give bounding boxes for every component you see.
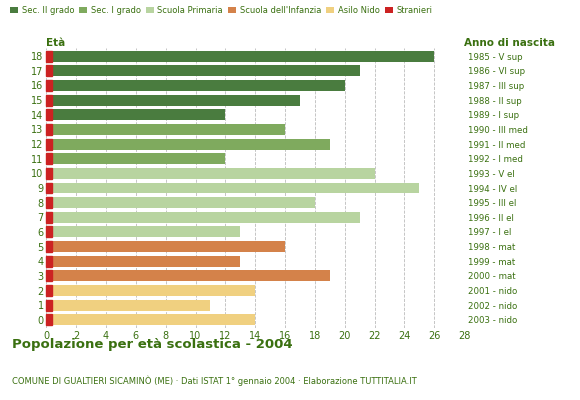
Bar bbox=[46, 168, 52, 179]
Bar bbox=[46, 285, 255, 296]
Bar bbox=[46, 226, 52, 238]
Bar bbox=[46, 241, 285, 252]
Bar bbox=[46, 314, 52, 326]
Bar bbox=[46, 124, 285, 135]
Bar bbox=[46, 300, 52, 311]
Bar bbox=[46, 300, 211, 311]
Bar bbox=[46, 182, 419, 194]
Bar bbox=[46, 168, 375, 179]
Bar bbox=[46, 226, 240, 238]
Bar bbox=[46, 256, 240, 267]
Legend: Sec. II grado, Sec. I grado, Scuola Primaria, Scuola dell'Infanzia, Asilo Nido, : Sec. II grado, Sec. I grado, Scuola Prim… bbox=[10, 6, 432, 15]
Bar bbox=[46, 197, 52, 208]
Bar bbox=[46, 153, 52, 164]
Bar bbox=[46, 65, 360, 76]
Bar bbox=[46, 285, 52, 296]
Text: Età: Età bbox=[46, 38, 66, 48]
Bar bbox=[46, 138, 52, 150]
Bar bbox=[46, 94, 300, 106]
Bar bbox=[46, 182, 52, 194]
Text: Popolazione per età scolastica - 2004: Popolazione per età scolastica - 2004 bbox=[12, 338, 292, 351]
Bar bbox=[46, 138, 330, 150]
Bar bbox=[46, 212, 52, 223]
Bar bbox=[46, 153, 226, 164]
Bar bbox=[46, 80, 52, 91]
Bar bbox=[46, 197, 315, 208]
Bar bbox=[46, 212, 360, 223]
Bar bbox=[46, 124, 52, 135]
Bar bbox=[46, 256, 52, 267]
Bar bbox=[46, 270, 52, 282]
Bar bbox=[46, 94, 52, 106]
Bar bbox=[46, 270, 330, 282]
Bar bbox=[46, 50, 434, 62]
Bar bbox=[46, 80, 345, 91]
Text: COMUNE DI GUALTIERI SICAMINÒ (ME) · Dati ISTAT 1° gennaio 2004 · Elaborazione TU: COMUNE DI GUALTIERI SICAMINÒ (ME) · Dati… bbox=[12, 376, 416, 386]
Bar bbox=[46, 109, 226, 120]
Bar bbox=[46, 50, 52, 62]
Bar bbox=[46, 241, 52, 252]
Bar bbox=[46, 65, 52, 76]
Bar bbox=[46, 109, 52, 120]
Bar bbox=[46, 314, 255, 326]
Text: Anno di nascita: Anno di nascita bbox=[464, 38, 555, 48]
